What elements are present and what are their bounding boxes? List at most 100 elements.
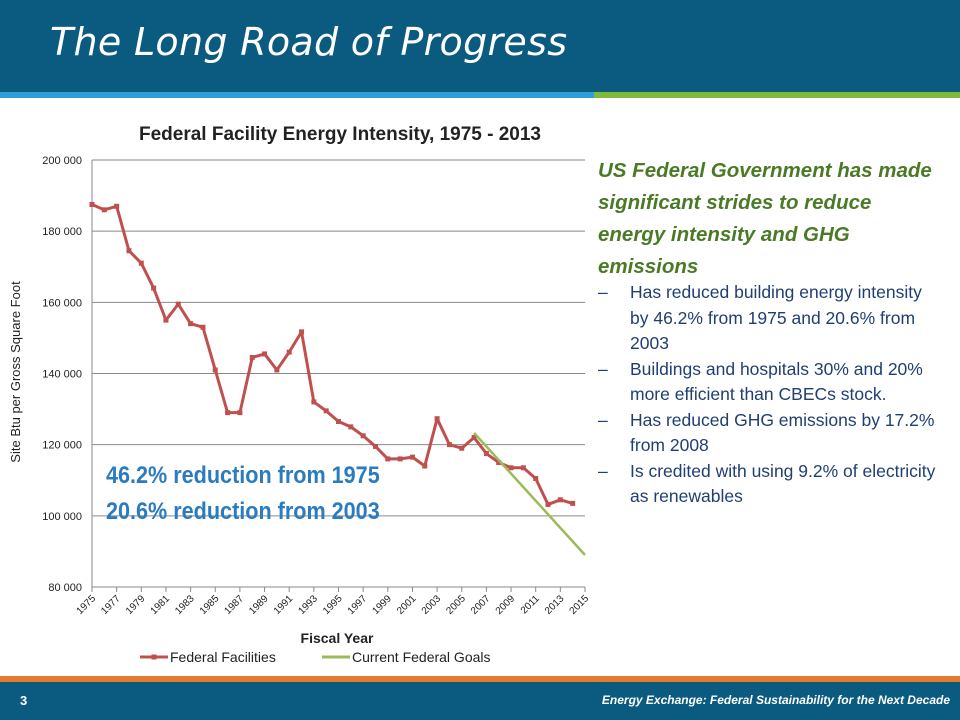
y-tick-label: 200 000 [42, 155, 82, 167]
bullet-marker: – [598, 409, 608, 430]
x-tick-label: 1975 [75, 593, 99, 617]
bullet-item: – Has reduced GHG emissions by 17.2% from… [598, 408, 943, 459]
sidebar-bullet-list: – Has reduced building energy intensity b… [598, 280, 943, 510]
data-point [434, 416, 440, 422]
data-point [89, 201, 95, 207]
data-point [274, 367, 280, 373]
bullet-marker: – [598, 460, 608, 481]
series-line-federal-facilities [91, 203, 574, 506]
y-tick-label: 80 000 [48, 582, 82, 594]
y-tick-label: 180 000 [42, 226, 82, 238]
data-point [237, 410, 243, 416]
data-point [446, 442, 452, 448]
bullet-text: Is credited with using 9.2% of electrici… [630, 460, 936, 507]
bullet-text: Has reduced GHG emissions by 17.2% from … [630, 409, 935, 456]
x-tick-label: 2005 [444, 593, 468, 617]
series-line-current-goals [473, 432, 586, 556]
data-point [114, 203, 120, 209]
bullet-text: Buildings and hospitals 30% and 20% more… [630, 358, 923, 405]
y-axis-label: Site Btu per Gross Square Foot [8, 281, 23, 463]
sidebar-heading: US Federal Government has made significa… [598, 159, 932, 278]
bullet-text: Has reduced building energy intensity by… [630, 282, 922, 353]
data-point [212, 367, 218, 373]
energy-intensity-chart: 80 000 100 000 120 000 140 000 160 000 180 00… [8, 155, 592, 665]
x-tick-label: 2011 [519, 593, 542, 616]
x-tick-label: 2013 [543, 593, 567, 617]
bullet-item: – Buildings and hospitals 30% and 20% mor… [598, 357, 943, 408]
legend-label-current-goals: Current Federal Goals [352, 649, 491, 665]
data-point [496, 459, 502, 465]
legend-label-federal-facilities: Federal Facilities [170, 649, 276, 665]
data-point [200, 324, 206, 330]
x-tick-label: 1983 [173, 593, 197, 617]
x-tick-label: 1993 [296, 593, 320, 617]
y-axis-ticks: 80 000 100 000 120 000 140 000 160 000 180 00… [42, 155, 82, 594]
chart-legend: Federal Facilities Current Federal Goals [140, 649, 491, 665]
data-point [175, 301, 181, 307]
data-point [163, 317, 169, 323]
data-point [533, 475, 539, 481]
data-point [422, 463, 428, 469]
data-point [557, 497, 563, 503]
x-tick-label: 1985 [198, 593, 222, 617]
x-tick-label: 1991 [272, 593, 296, 617]
x-tick-label: 1979 [124, 593, 148, 617]
data-point [151, 285, 157, 291]
header-stripe-blue [0, 92, 594, 98]
chart-title: Federal Facility Energy Intensity, 1975 … [139, 124, 541, 145]
x-tick-label: 1977 [99, 593, 123, 617]
x-tick-label: 2009 [494, 593, 518, 617]
data-point [545, 501, 551, 507]
bullet-marker: – [598, 358, 608, 379]
data-point [336, 419, 341, 425]
legend-marker [151, 654, 157, 660]
data-point [286, 349, 292, 355]
y-tick-label: 140 000 [42, 369, 82, 381]
x-tick-label: 2007 [469, 593, 493, 617]
y-tick-label: 100 000 [42, 511, 82, 523]
annotation-reduction-1975: 46.2% reduction from 1975 [106, 462, 380, 489]
data-point [508, 465, 514, 471]
x-tick-label: 2003 [420, 593, 444, 617]
x-axis-label: Fiscal Year [301, 630, 374, 646]
data-point [262, 351, 268, 357]
data-point [459, 445, 465, 451]
data-point [249, 354, 255, 360]
data-point [360, 433, 366, 439]
chart-series [89, 201, 586, 556]
data-point [225, 410, 231, 416]
x-tick-label: 1995 [321, 593, 345, 617]
x-axis-ticks: 1975 1977 1979 1981 1983 1985 1987 1989 1991 1993… [75, 587, 592, 617]
data-point [126, 248, 132, 254]
data-point [101, 207, 107, 213]
x-tick-label: 1981 [149, 593, 173, 617]
header-stripe-green [594, 92, 960, 98]
footer-caption: Energy Exchange: Federal Sustainability … [601, 693, 950, 707]
x-tick-label: 1987 [223, 593, 247, 617]
slide-header: The Long Road of Progress [0, 0, 960, 92]
data-point [372, 443, 378, 449]
slide-footer: 3 Energy Exchange: Federal Sustainabilit… [0, 682, 960, 720]
data-point [299, 329, 305, 335]
bullet-item: – Is credited with using 9.2% of electric… [598, 459, 943, 510]
bullet-item: – Has reduced building energy intensity b… [598, 280, 943, 357]
x-tick-label: 1997 [346, 593, 370, 617]
slide-title: The Long Road of Progress [50, 20, 568, 64]
x-tick-label: 1989 [247, 593, 271, 617]
data-point [188, 321, 194, 327]
x-tick-label: 2015 [568, 593, 592, 617]
data-point [471, 435, 477, 441]
x-tick-label: 2001 [395, 593, 419, 617]
data-point [311, 399, 317, 405]
bullet-marker: – [598, 282, 608, 302]
data-point [323, 408, 329, 414]
data-point [409, 454, 415, 460]
data-point [570, 500, 576, 506]
y-tick-label: 120 000 [42, 440, 82, 452]
data-point [348, 424, 354, 430]
data-point [520, 465, 526, 471]
data-point [138, 260, 144, 266]
y-tick-label: 160 000 [42, 297, 82, 309]
data-point [483, 451, 489, 457]
footer-stripe [0, 676, 960, 682]
